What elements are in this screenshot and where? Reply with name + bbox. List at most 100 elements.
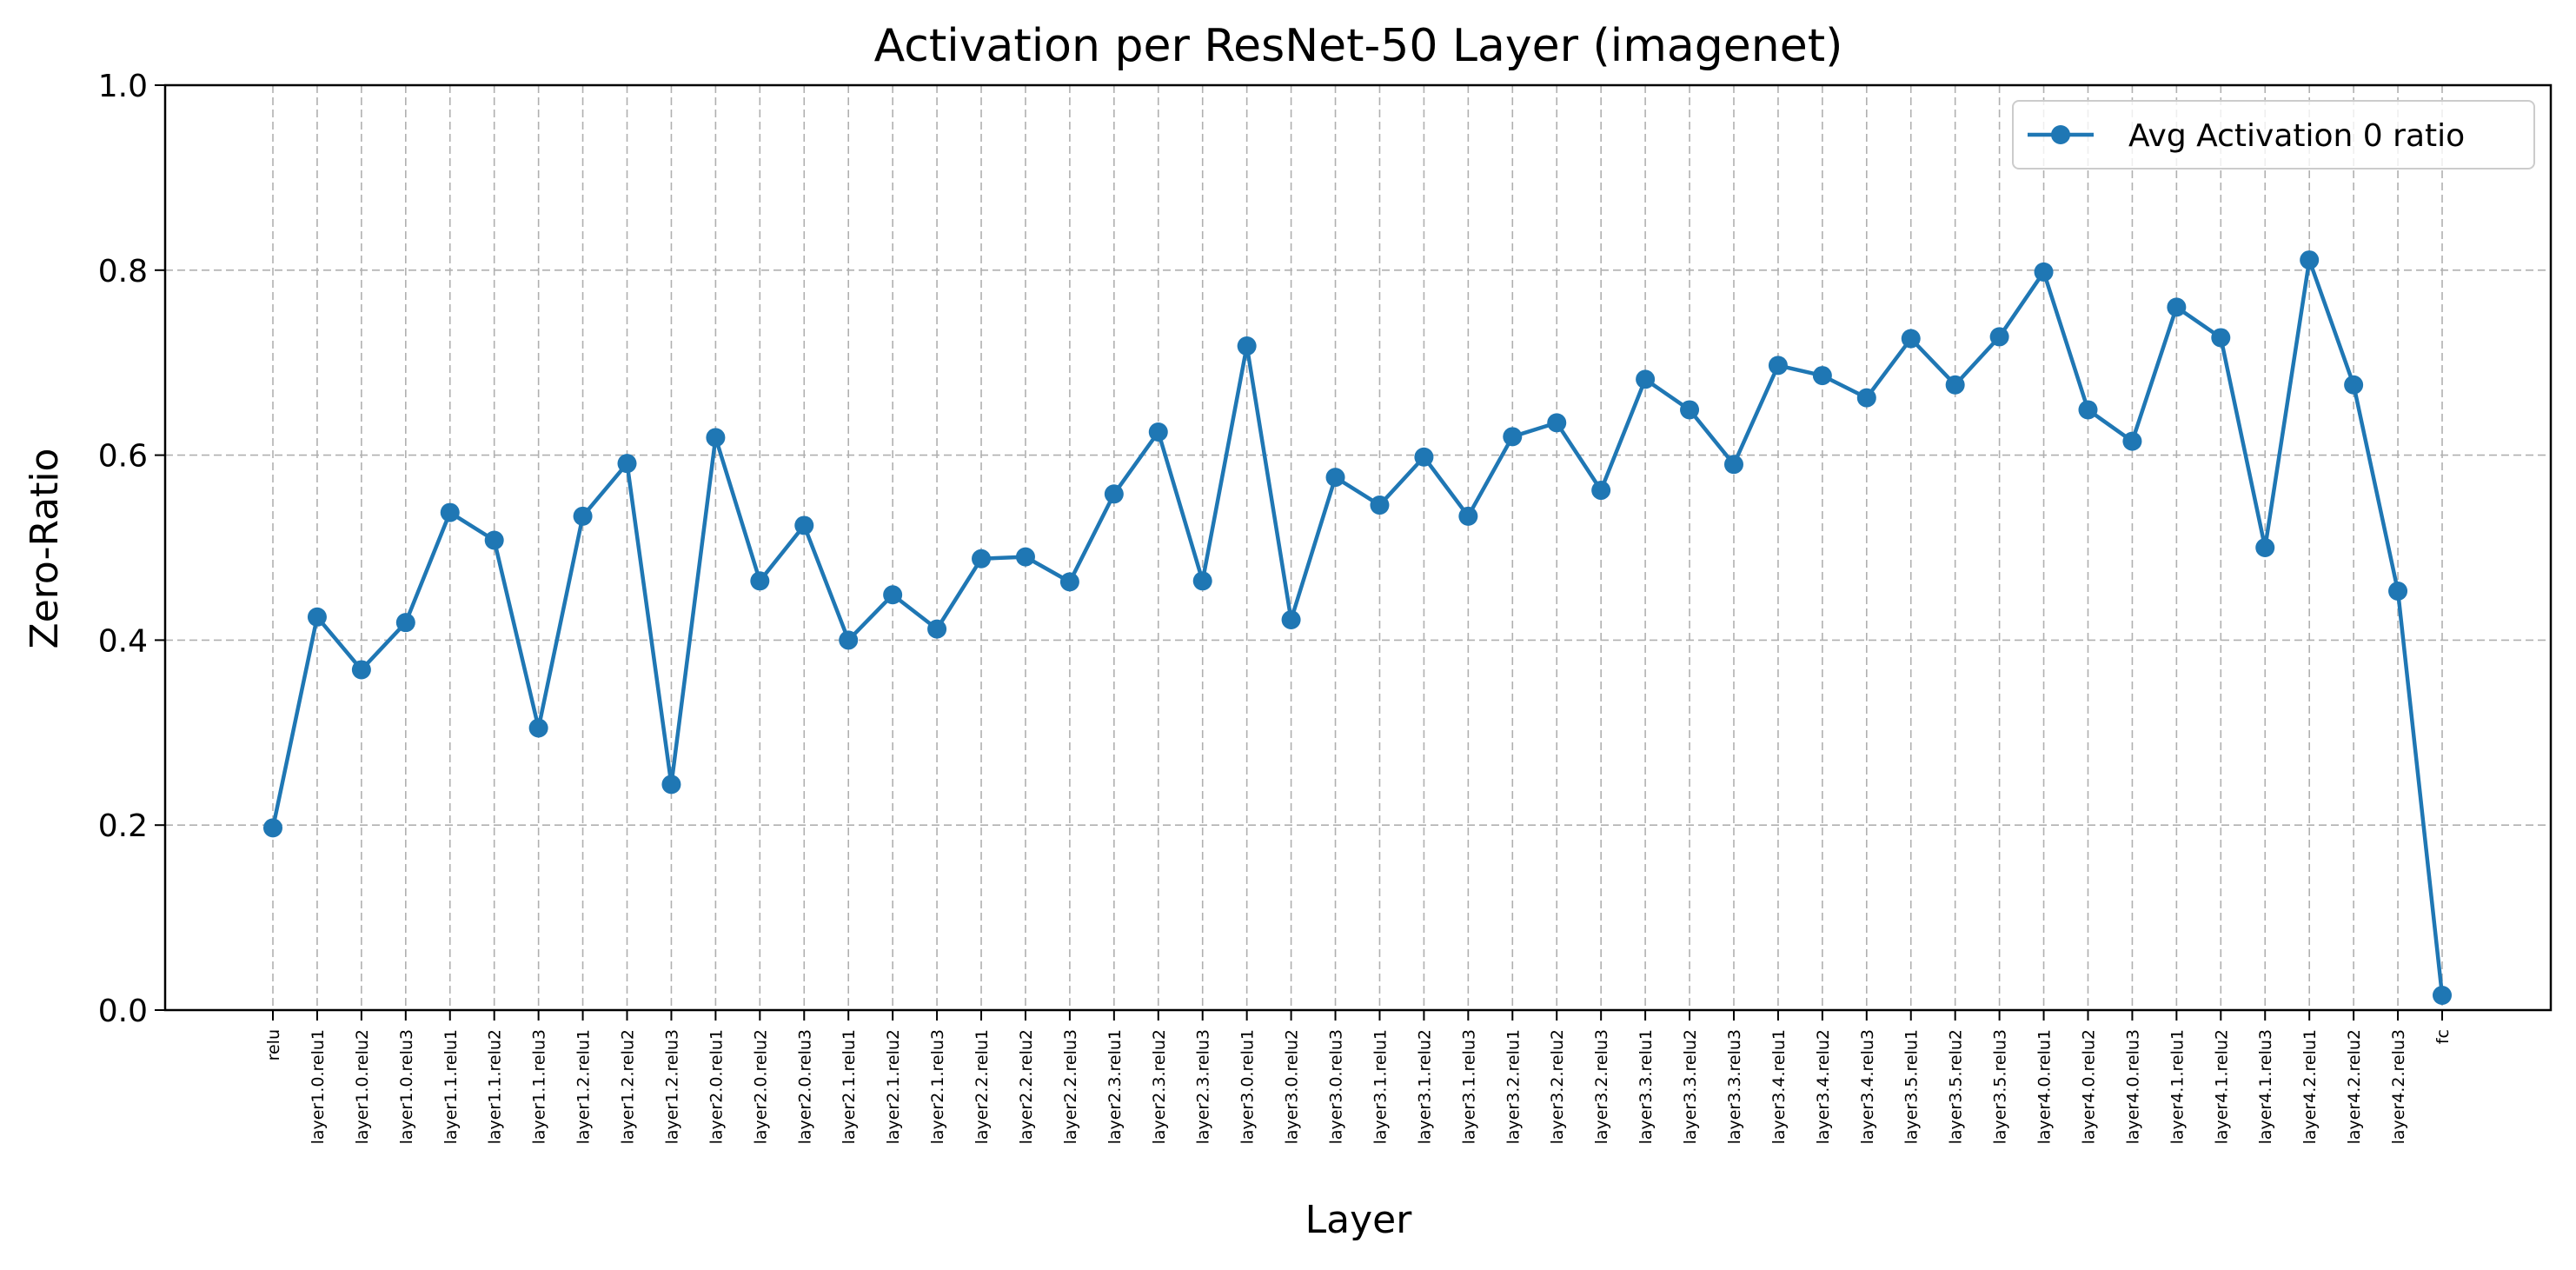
y-tick-label: 1.0 (98, 69, 148, 104)
x-tick-label: layer4.2.relu3 (2389, 1029, 2408, 1144)
x-tick-label: layer4.2.relu1 (2300, 1029, 2320, 1144)
x-tick-label: layer3.3.relu3 (1725, 1029, 1744, 1144)
x-tick-label: layer1.1.relu1 (442, 1029, 461, 1144)
x-tick-label: layer3.2.relu1 (1504, 1029, 1523, 1144)
data-point (2211, 328, 2231, 348)
data-point (573, 506, 593, 526)
data-point (1680, 400, 1700, 420)
data-point (2167, 297, 2187, 317)
x-tick-label: layer1.2.relu1 (574, 1029, 594, 1144)
x-tick-label: fc (2433, 1029, 2453, 1044)
data-point (2388, 582, 2408, 602)
x-tick-label: layer2.1.relu3 (928, 1029, 947, 1144)
data-point (2034, 262, 2054, 282)
x-tick-label: layer3.3.relu2 (1681, 1029, 1700, 1144)
data-point (1901, 329, 1921, 349)
data-point (1015, 547, 1035, 567)
x-tick-label: layer4.0.relu3 (2123, 1029, 2142, 1144)
x-tick-label: layer2.0.relu1 (707, 1029, 726, 1144)
data-point (2078, 400, 2098, 420)
x-tick-label: layer2.2.relu2 (1017, 1029, 1036, 1144)
x-tick-label: layer2.2.relu1 (973, 1029, 992, 1144)
x-tick-label: layer3.1.relu3 (1459, 1029, 1478, 1144)
x-tick-label: layer3.2.relu3 (1592, 1029, 1611, 1144)
x-tick-label: layer3.5.relu3 (1991, 1029, 2010, 1144)
x-tick-label: layer2.0.relu2 (751, 1029, 770, 1144)
x-tick-label: layer3.5.relu2 (1947, 1029, 1966, 1144)
data-point (1237, 336, 1257, 356)
x-tick-label: layer2.3.relu3 (1194, 1029, 1213, 1144)
data-point (1591, 481, 1611, 501)
data-point (661, 775, 681, 795)
x-tick-label: layer3.1.relu1 (1371, 1029, 1390, 1144)
data-point (706, 428, 726, 448)
data-point (1636, 369, 1656, 389)
data-point (1104, 484, 1124, 504)
x-tick-label: layer4.1.relu3 (2256, 1029, 2275, 1144)
y-tick-label: 0.0 (98, 994, 148, 1029)
data-point (484, 530, 504, 550)
series-line (270, 257, 2445, 996)
data-point (1547, 413, 1567, 433)
data-point (1945, 375, 1965, 395)
x-tick-label: layer1.0.relu1 (309, 1029, 328, 1144)
data-point (2344, 375, 2364, 395)
x-tick-label: layer3.0.relu3 (1327, 1029, 1346, 1144)
data-point (883, 585, 903, 605)
x-tick-label: layer2.2.relu3 (1061, 1029, 1080, 1144)
data-point (1414, 447, 1434, 467)
data-point (1148, 422, 1168, 442)
data-point (927, 619, 947, 639)
data-point (440, 502, 460, 522)
x-tick-label: layer3.3.relu1 (1637, 1029, 1656, 1144)
y-axis-ticks: 0.0 0.2 0.4 0.6 0.8 1.0 (98, 69, 165, 1029)
x-tick-label: layer1.1.relu3 (530, 1029, 549, 1144)
legend-point-marker (2051, 125, 2070, 144)
x-tick-label: layer1.0.relu3 (397, 1029, 416, 1144)
x-tick-label: layer1.1.relu2 (486, 1029, 505, 1144)
y-tick-label: 0.8 (98, 254, 148, 289)
chart-title: Activation per ResNet-50 Layer (imagenet… (874, 20, 1843, 72)
x-tick-label: layer2.1.relu1 (840, 1029, 859, 1144)
x-tick-label: layer1.2.relu2 (619, 1029, 638, 1144)
data-point (1989, 327, 2009, 347)
data-point (1723, 455, 1743, 475)
data-point (839, 630, 859, 650)
x-tick-label: layer3.0.relu2 (1283, 1029, 1302, 1144)
x-tick-label: layer3.5.relu1 (1902, 1029, 1922, 1144)
data-point (528, 718, 548, 738)
x-tick-label: layer2.0.relu3 (795, 1029, 814, 1144)
data-point (2255, 538, 2275, 557)
data-point (972, 549, 992, 569)
x-tick-label: layer3.1.relu2 (1415, 1029, 1434, 1144)
data-point (351, 660, 371, 680)
x-tick-label: layer2.3.relu1 (1105, 1029, 1125, 1144)
x-tick-label: layer3.4.relu2 (1814, 1029, 1833, 1144)
data-point (1281, 609, 1301, 629)
data-point (1856, 388, 1876, 408)
x-tick-label: layer3.4.relu3 (1858, 1029, 1877, 1144)
data-point (750, 571, 770, 591)
data-point (2433, 985, 2452, 1005)
x-tick-label: layer3.2.relu2 (1548, 1029, 1567, 1144)
x-tick-label: layer4.2.relu2 (2345, 1029, 2364, 1144)
x-tick-label: layer4.1.relu1 (2168, 1029, 2187, 1144)
legend-label: Avg Activation 0 ratio (2128, 118, 2465, 154)
x-tick-label: layer2.1.relu2 (884, 1029, 903, 1144)
data-point (1325, 468, 1345, 488)
x-tick-label: layer3.4.relu1 (1769, 1029, 1789, 1144)
data-point (1370, 495, 1390, 515)
y-tick-label: 0.6 (98, 439, 148, 475)
data-point (2300, 250, 2320, 270)
x-tick-label: layer4.0.relu1 (2035, 1029, 2055, 1144)
x-tick-label: layer1.0.relu2 (353, 1029, 372, 1144)
data-point (1458, 506, 1478, 526)
x-axis-label: Layer (1305, 1198, 1413, 1242)
grid-lines (165, 85, 2551, 1010)
x-axis-ticks: relu layer1.0.relu1 layer1.0.relu2 layer1.0… (264, 1010, 2453, 1144)
data-point (307, 607, 327, 627)
data-point (1192, 571, 1212, 591)
y-tick-label: 0.2 (98, 808, 148, 844)
y-tick-label: 0.4 (98, 623, 148, 659)
